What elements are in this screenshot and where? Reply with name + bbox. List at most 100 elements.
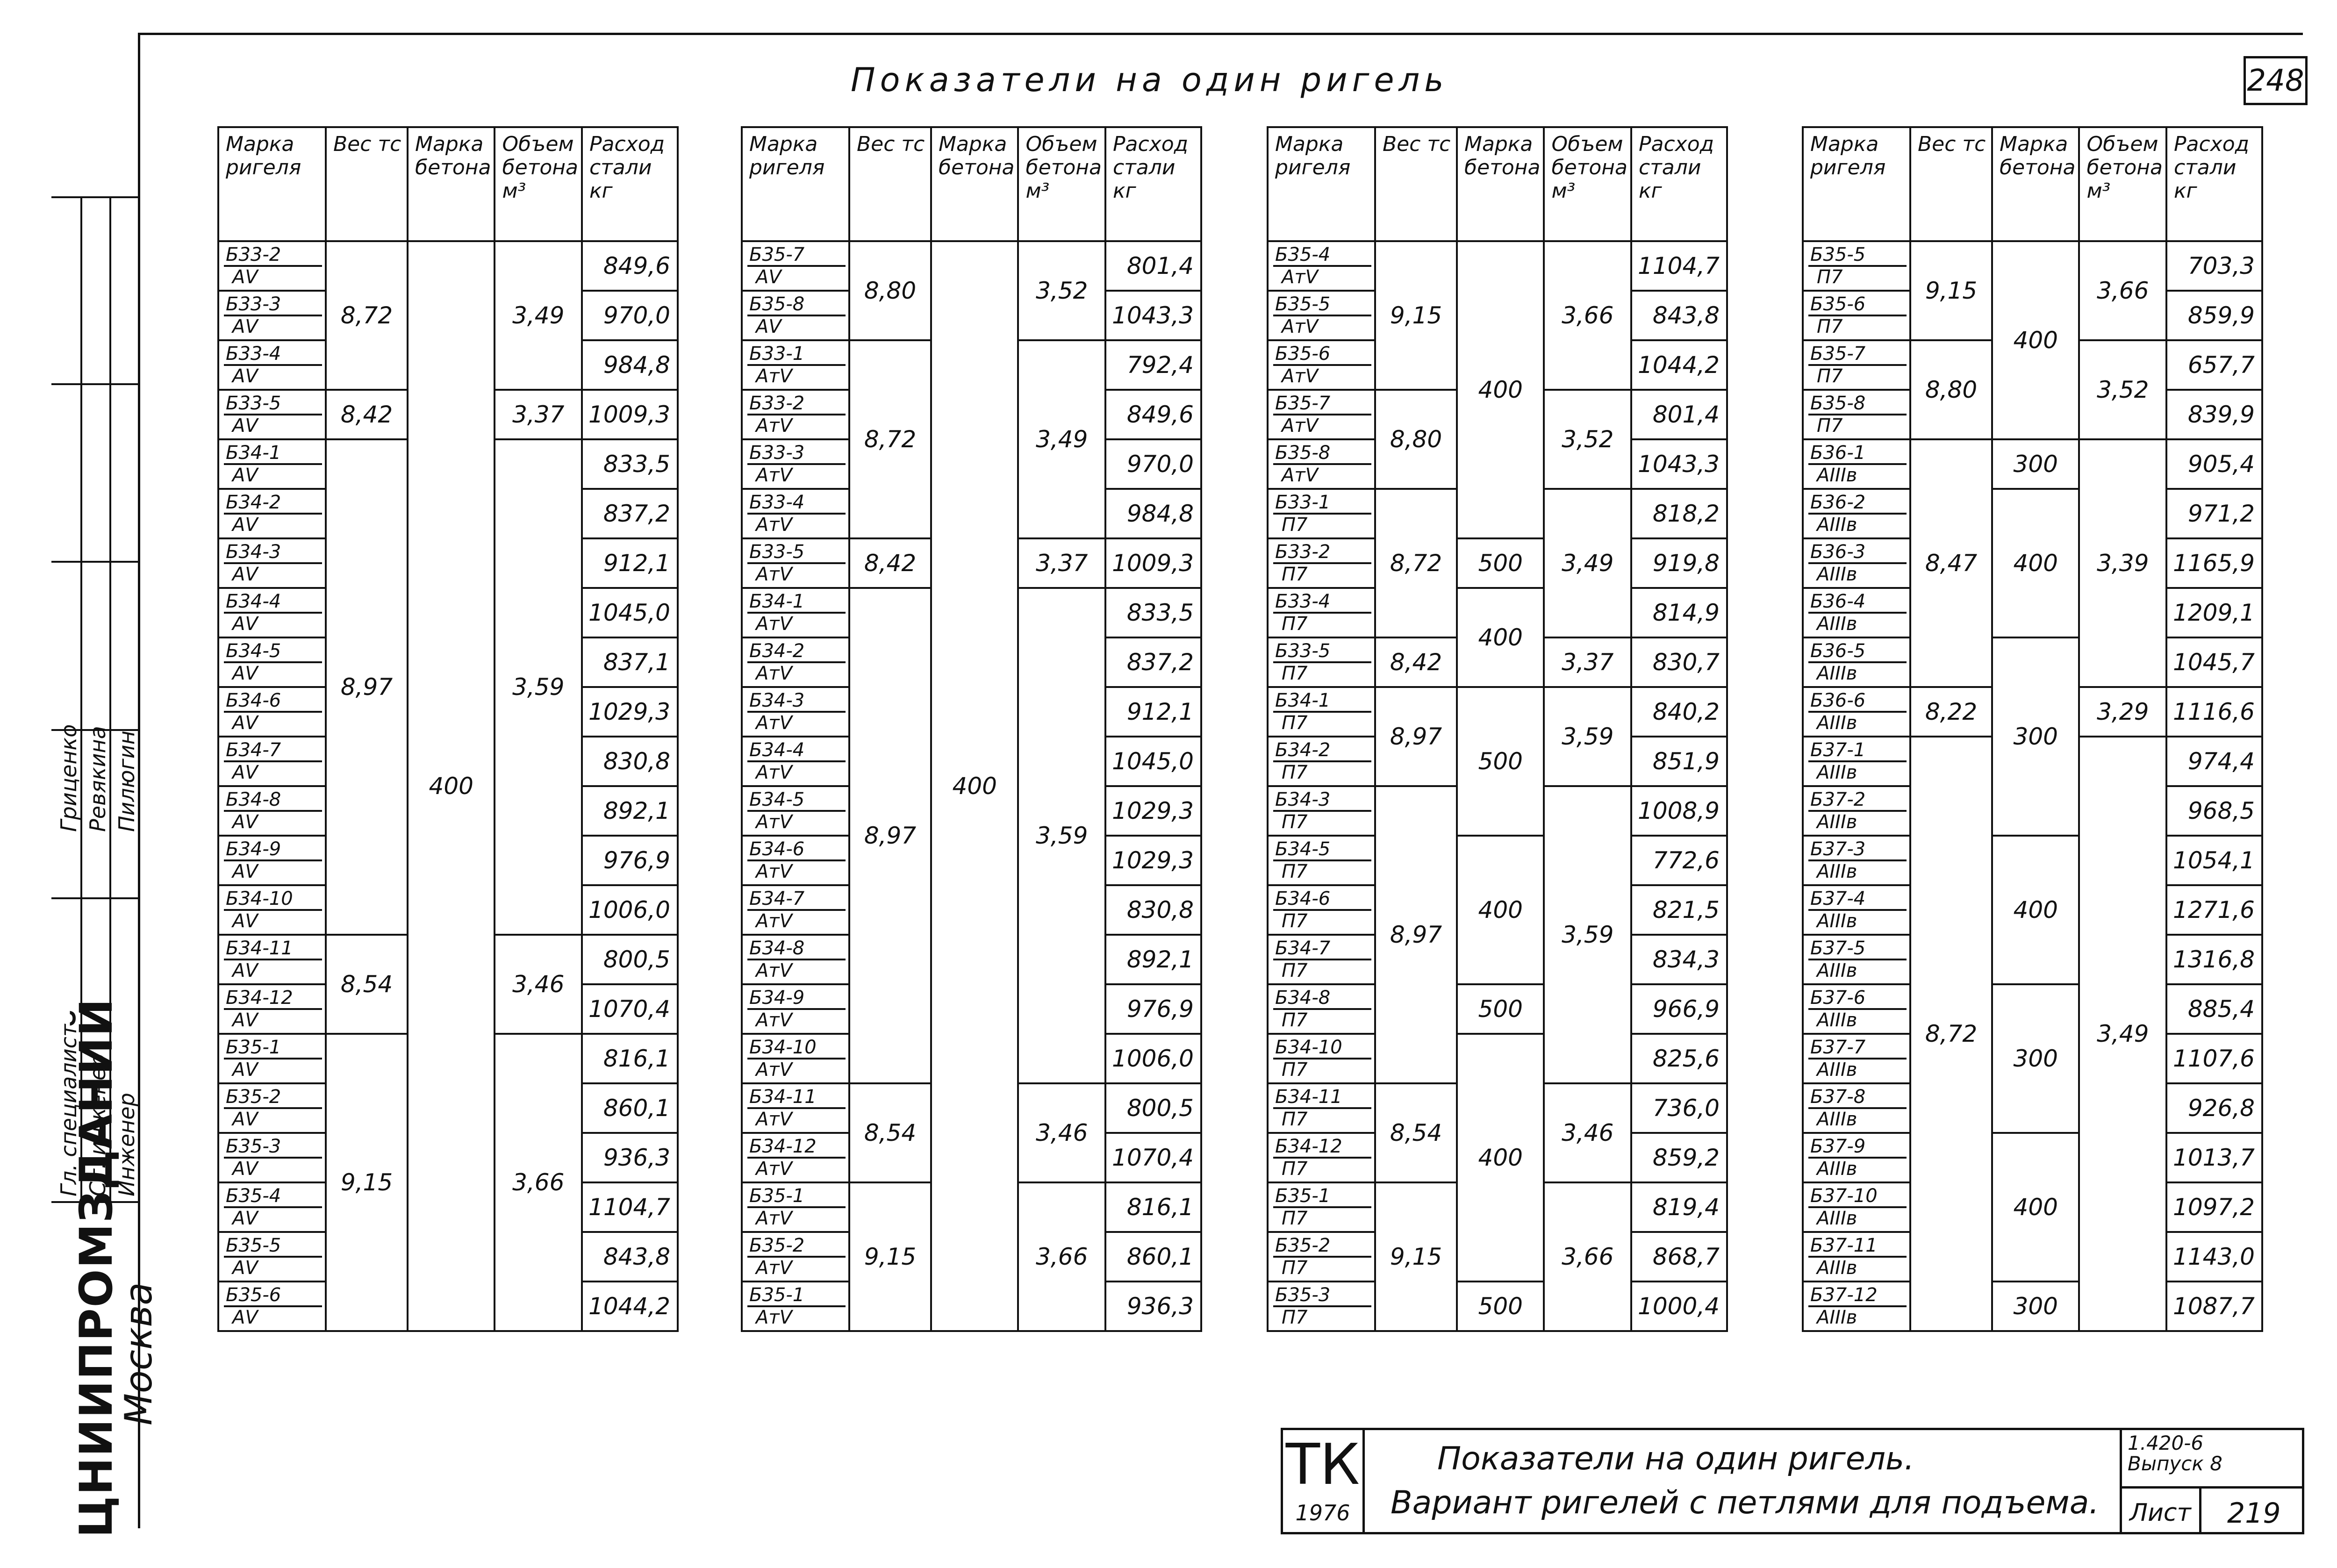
table-row: Б34-9 АтV 976,9 bbox=[741, 983, 1202, 1035]
steel-consumption-cell: 837,1 bbox=[581, 637, 679, 688]
table-row: Б34-7 АтV 830,8 bbox=[741, 884, 1202, 936]
header-steel: Расход стали кг bbox=[1630, 126, 1728, 242]
table-row: Б35-1 АV 9,15 3,66 816,1 bbox=[217, 1033, 679, 1332]
concrete-volume-cell: 3,46 bbox=[1017, 1082, 1106, 1183]
steel-consumption-cell: 830,8 bbox=[1104, 884, 1202, 936]
tk-logo: ТК bbox=[1285, 1432, 1360, 1497]
table-row: Б34-12 АтV 1070,4 bbox=[741, 1132, 1202, 1183]
beam-mark: Б37-5 АIIIв bbox=[1802, 934, 1911, 985]
concrete-volume-cell: 3,52 bbox=[1543, 389, 1632, 490]
steel-consumption-cell: 912,1 bbox=[581, 537, 679, 589]
beam-mark: Б36-6 АIIIв bbox=[1802, 686, 1911, 737]
side-name: Пилюгин bbox=[114, 730, 139, 832]
beam-mark: Б34-9 АV bbox=[217, 835, 327, 886]
beam-mark-code: Б37-2 bbox=[1808, 789, 1907, 812]
sheet-number: 219 bbox=[2227, 1497, 2281, 1530]
steel-consumption-cell: 814,9 bbox=[1630, 587, 1728, 638]
header-concrete: Марка бетона bbox=[406, 126, 496, 242]
table-row: Б34-5 АтV 1029,3 bbox=[741, 785, 1202, 837]
beam-mark-code: Б37-7 bbox=[1808, 1037, 1907, 1060]
beam-mark-rebar: АV bbox=[232, 365, 258, 387]
beam-mark: Б34-11 АтV bbox=[741, 1082, 850, 1134]
steel-consumption-cell: 1044,2 bbox=[1630, 339, 1728, 391]
beam-mark-code: Б36-4 bbox=[1808, 591, 1907, 614]
beam-mark-code: Б35-1 bbox=[1273, 1186, 1371, 1208]
beam-mark-rebar: П7 bbox=[1282, 663, 1308, 684]
table-row: Б34-10 П7 400 825,6 bbox=[1267, 1033, 1728, 1282]
concrete-grade-cell: 400 bbox=[1455, 587, 1545, 688]
weight-cell: 8,22 bbox=[1909, 686, 1993, 737]
table-row: Б34-8 АV 892,1 bbox=[217, 785, 679, 837]
title-block-subtitle: Вариант ригелей с петлями для подъема. bbox=[1391, 1484, 2099, 1521]
table-row: Б35-8 П7 839,9 bbox=[1802, 389, 2263, 440]
beam-mark-rebar: АV bbox=[232, 316, 258, 337]
page-number: 248 bbox=[2244, 56, 2308, 105]
beam-mark-rebar: АV bbox=[232, 663, 258, 684]
table-row: Б35-4 АV 1104,7 bbox=[217, 1181, 679, 1233]
table-row: Б34-4 АтV 1045,0 bbox=[741, 736, 1202, 787]
concrete-grade-cell: 400 bbox=[1455, 835, 1545, 985]
header-steel: Расход стали кг bbox=[2165, 126, 2263, 242]
steel-consumption-cell: 984,8 bbox=[581, 339, 679, 391]
beam-mark-code: Б33-2 bbox=[1273, 542, 1371, 564]
steel-consumption-cell: 936,3 bbox=[1104, 1281, 1202, 1332]
steel-consumption-cell: 830,8 bbox=[581, 736, 679, 787]
steel-consumption-cell: 792,4 bbox=[1104, 339, 1202, 391]
table-row: Б33-3 АV 970,0 bbox=[217, 290, 679, 341]
beam-mark-rebar: АтV bbox=[756, 415, 793, 437]
beam-mark: Б35-6 П7 bbox=[1802, 290, 1911, 341]
table-row: Б35-7 П7 8,80 3,52 657,7 bbox=[1802, 339, 2263, 440]
steel-consumption-cell: 1116,6 bbox=[2165, 686, 2263, 737]
beam-mark: Б35-3 П7 bbox=[1267, 1281, 1376, 1332]
beam-mark-rebar: П7 bbox=[1817, 415, 1843, 437]
beam-mark-rebar: АтV bbox=[756, 712, 793, 734]
beam-mark-code: Б34-9 bbox=[224, 839, 322, 861]
beam-mark-rebar: АтV bbox=[756, 1059, 793, 1081]
weight-cell: 8,72 bbox=[1909, 736, 1993, 1332]
table-row: Б33-4 АV 984,8 bbox=[217, 339, 679, 391]
steel-consumption-cell: 821,5 bbox=[1630, 884, 1728, 936]
table-row: Б36-6 АIIIв 8,22 3,29 1116,6 bbox=[1802, 686, 2263, 737]
table-row: Б34-10 АV 1006,0 bbox=[217, 884, 679, 936]
concrete-grade-cell: 500 bbox=[1455, 686, 1545, 837]
weight-cell: 8,54 bbox=[848, 1082, 932, 1183]
concrete-volume-cell: 3,66 bbox=[2078, 240, 2167, 341]
steel-consumption-cell: 703,3 bbox=[2165, 240, 2263, 292]
header-concrete: Марка бетона bbox=[930, 126, 1019, 242]
beam-mark: Б33-3 АтV bbox=[741, 438, 850, 490]
beam-mark-rebar: АтV bbox=[756, 1257, 793, 1279]
beam-mark: Б36-1 АIIIв bbox=[1802, 438, 1911, 490]
beam-mark-code: Б33-3 bbox=[747, 443, 846, 465]
header-row: Марка ригеля Вес тс Марка бетона Объем бето… bbox=[217, 126, 679, 242]
beam-mark: Б35-8 П7 bbox=[1802, 389, 1911, 440]
table-row: Б34-2 АтV 837,2 bbox=[741, 637, 1202, 688]
weight-cell: 8,97 bbox=[1374, 686, 1458, 787]
weight-cell: 8,97 bbox=[848, 587, 932, 1084]
weight-cell: 8,80 bbox=[1909, 339, 1993, 440]
steel-consumption-cell: 860,1 bbox=[581, 1082, 679, 1134]
beam-mark-rebar: АV bbox=[232, 613, 258, 635]
table-row: Б34-12 АV 1070,4 bbox=[217, 983, 679, 1035]
beam-mark: Б34-12 АV bbox=[217, 983, 327, 1035]
weight-cell: 8,97 bbox=[1374, 785, 1458, 1084]
beam-mark: Б35-2 АтV bbox=[741, 1231, 850, 1282]
table-row: Б36-3 АIIIв 1165,9 bbox=[1802, 537, 2263, 589]
data-table: Марка ригеля Вес тс Марка бетона Объем бето… bbox=[741, 126, 1202, 1332]
table-row: Б33-4 П7 400 814,9 bbox=[1267, 587, 1728, 688]
beam-mark-rebar: АV bbox=[232, 1307, 258, 1328]
beam-mark: Б35-1 П7 bbox=[1267, 1181, 1376, 1233]
beam-mark-rebar: АV bbox=[232, 861, 258, 882]
steel-consumption-cell: 1006,0 bbox=[581, 884, 679, 936]
steel-consumption-cell: 816,1 bbox=[1104, 1181, 1202, 1233]
steel-consumption-cell: 1165,9 bbox=[2165, 537, 2263, 589]
weight-cell: 8,80 bbox=[848, 240, 932, 341]
steel-consumption-cell: 970,0 bbox=[1104, 438, 1202, 490]
beam-mark: Б34-6 АV bbox=[217, 686, 327, 737]
beam-mark-code: Б37-9 bbox=[1808, 1136, 1907, 1159]
beam-mark: Б35-4 АтV bbox=[1267, 240, 1376, 292]
table-row: Б35-2 АV 860,1 bbox=[217, 1082, 679, 1134]
beam-mark-rebar: АIIIв bbox=[1817, 613, 1857, 635]
beam-mark-code: Б34-9 bbox=[747, 988, 846, 1010]
beam-mark: Б35-2 П7 bbox=[1267, 1231, 1376, 1282]
beam-mark: Б33-4 АтV bbox=[741, 488, 850, 539]
